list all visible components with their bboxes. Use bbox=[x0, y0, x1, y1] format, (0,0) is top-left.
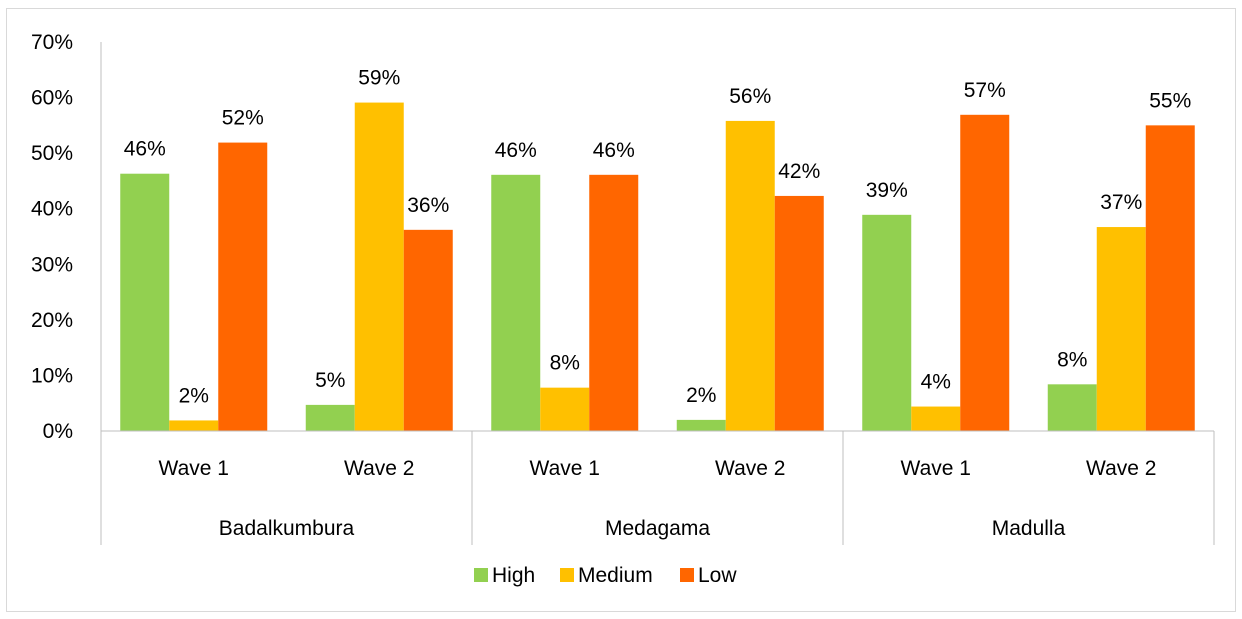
y-tick-label: 10% bbox=[31, 364, 73, 387]
data-label: 4% bbox=[921, 371, 951, 394]
data-label: 46% bbox=[124, 138, 166, 161]
bar-high bbox=[862, 214, 912, 431]
bar-medium bbox=[911, 406, 961, 431]
data-label: 46% bbox=[495, 139, 537, 162]
legend-label-low: Low bbox=[698, 564, 737, 587]
data-label: 36% bbox=[407, 194, 449, 217]
legend-label-medium: Medium bbox=[578, 564, 653, 587]
bar-low bbox=[403, 229, 453, 431]
y-tick-label: 0% bbox=[43, 420, 73, 443]
data-label: 52% bbox=[222, 107, 264, 130]
legend-swatch-medium bbox=[560, 568, 574, 582]
y-tick-label: 30% bbox=[31, 253, 73, 276]
x-tick-label: Wave 2 bbox=[715, 457, 785, 480]
bar-low bbox=[774, 195, 824, 431]
bar-low bbox=[589, 174, 639, 431]
y-tick-label: 60% bbox=[31, 87, 73, 110]
data-label: 55% bbox=[1149, 89, 1191, 112]
data-label: 2% bbox=[179, 384, 209, 407]
bar-high bbox=[305, 404, 355, 431]
bar-low bbox=[218, 142, 268, 431]
data-label: 2% bbox=[686, 384, 716, 407]
bar-high bbox=[676, 419, 726, 431]
bar-medium bbox=[540, 387, 590, 431]
x-tick-label: Wave 1 bbox=[530, 457, 600, 480]
data-label: 42% bbox=[778, 160, 820, 183]
chart-frame bbox=[6, 8, 1236, 612]
data-label: 5% bbox=[315, 369, 345, 392]
x-group-label: Medagama bbox=[605, 517, 710, 540]
data-label: 59% bbox=[358, 67, 400, 90]
y-tick-label: 70% bbox=[31, 31, 73, 54]
y-tick-label: 20% bbox=[31, 309, 73, 332]
x-group-label: Badalkumbura bbox=[219, 517, 355, 540]
x-tick-label: Wave 1 bbox=[159, 457, 229, 480]
data-label: 37% bbox=[1100, 191, 1142, 214]
x-tick-label: Wave 2 bbox=[344, 457, 414, 480]
legend-swatch-high bbox=[474, 568, 488, 582]
x-tick-label: Wave 1 bbox=[901, 457, 971, 480]
bar-low bbox=[960, 114, 1010, 431]
bar-medium bbox=[354, 102, 404, 431]
data-label: 46% bbox=[593, 139, 635, 162]
bar-high bbox=[120, 173, 170, 431]
bar-high bbox=[491, 174, 541, 431]
data-label: 39% bbox=[866, 179, 908, 202]
x-tick-label: Wave 2 bbox=[1086, 457, 1156, 480]
bar-medium bbox=[1096, 227, 1146, 431]
y-tick-label: 50% bbox=[31, 142, 73, 165]
data-label: 8% bbox=[1057, 348, 1087, 371]
bar-medium bbox=[725, 120, 775, 431]
data-label: 56% bbox=[729, 85, 771, 108]
bar-medium bbox=[169, 420, 219, 431]
bar-low bbox=[1145, 125, 1195, 431]
data-label: 57% bbox=[964, 79, 1006, 102]
y-tick-label: 40% bbox=[31, 198, 73, 221]
bar-high bbox=[1047, 384, 1097, 431]
legend-label-high: High bbox=[492, 564, 535, 587]
x-group-label: Madulla bbox=[992, 517, 1066, 540]
data-label: 8% bbox=[550, 352, 580, 375]
legend-swatch-low bbox=[680, 568, 694, 582]
